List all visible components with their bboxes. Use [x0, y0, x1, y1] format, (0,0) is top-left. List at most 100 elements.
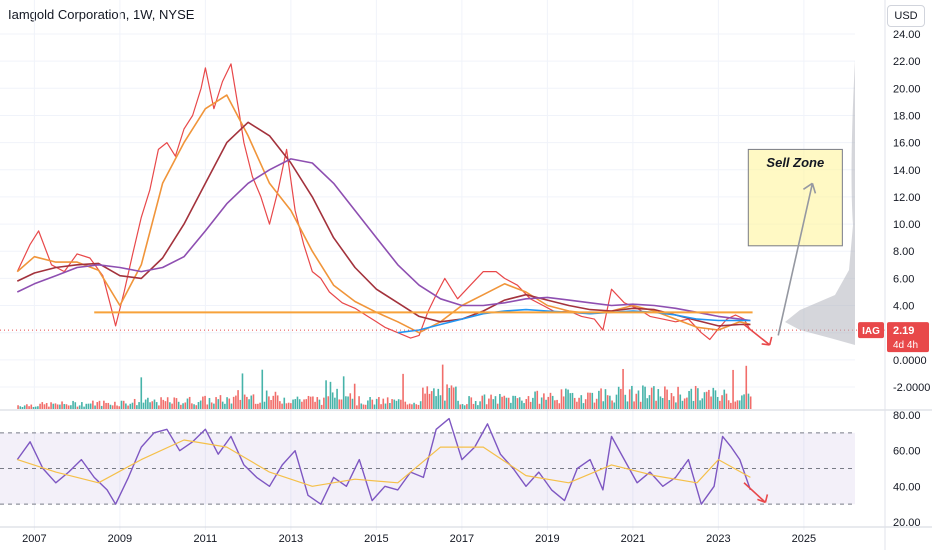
price-tick-label: 18.00: [893, 110, 921, 122]
volume-bar: [63, 404, 66, 409]
volume-bar: [261, 369, 264, 409]
price-tick-label: 10.00: [893, 219, 921, 231]
sell-zone-box: [747, 148, 843, 247]
current-price-badge: [887, 322, 929, 353]
volume-bar: [378, 397, 380, 409]
volume-bar: [584, 399, 587, 409]
price-series-line: [16, 158, 751, 322]
price-tick-label: 6.00: [893, 273, 914, 285]
volume-bar: [191, 403, 193, 409]
x-tick-label: 2013: [279, 533, 303, 545]
volume-bar: [679, 394, 682, 409]
volume-bar: [452, 387, 455, 409]
volume-bar: [518, 397, 521, 409]
price-tick-label: 16.00: [893, 138, 921, 150]
rsi-tick-label: 80.00: [893, 410, 921, 422]
price-tick-label: 12.00: [893, 192, 921, 204]
volume-bar: [89, 403, 92, 409]
volume-bar: [389, 402, 391, 409]
price-down-arrow: [743, 323, 773, 346]
volume-bar: [155, 402, 158, 409]
volume-bar: [510, 402, 512, 409]
rsi-bands: [0, 432, 855, 505]
volume-bar: [160, 397, 162, 409]
volume-bar: [505, 397, 508, 409]
volume-bar: [479, 401, 481, 409]
x-tick-label: 2009: [108, 533, 132, 545]
volume-bar: [259, 402, 261, 409]
volume-bar: [571, 392, 574, 409]
volume-bar: [560, 389, 563, 409]
volume-bar: [118, 406, 121, 409]
volume-bar: [107, 402, 110, 409]
volume-bar: [45, 403, 48, 409]
volume-bar: [270, 400, 272, 409]
volume-bar: [637, 390, 640, 409]
volume-bar: [529, 401, 532, 409]
price-tick-label: 20.00: [893, 83, 921, 95]
volume-bar: [136, 405, 138, 409]
volume-bar: [303, 399, 305, 409]
volume-bar: [540, 397, 543, 409]
volume-bar: [747, 393, 750, 409]
volume-bar: [391, 399, 393, 409]
volume-bar: [21, 406, 24, 409]
volume-bar: [615, 394, 618, 409]
volume-bar: [624, 394, 627, 409]
volume-histogram: [17, 364, 752, 409]
rsi-down-arrow: [743, 482, 769, 504]
volume-bar: [331, 392, 334, 409]
volume-bar: [545, 399, 547, 409]
volume-bar: [419, 401, 422, 409]
volume-bar: [138, 402, 140, 409]
volume-bar: [602, 401, 605, 409]
volume-bar: [664, 386, 666, 409]
volume-bar: [551, 395, 554, 409]
volume-bar: [323, 397, 325, 409]
volume-bar: [199, 400, 202, 409]
volume-bar: [400, 399, 402, 409]
volume-bar: [386, 397, 389, 409]
volume-bar: [100, 405, 103, 409]
volume-bar: [723, 389, 726, 409]
volume-bar: [712, 387, 715, 409]
x-tick-label: 2011: [194, 533, 218, 545]
volume-bar: [265, 390, 268, 409]
volume-bar: [688, 390, 690, 409]
volume-bar: [252, 394, 255, 409]
volume-bar: [424, 393, 426, 409]
volume-bar: [653, 386, 655, 409]
volume-bar: [727, 400, 730, 409]
volume-bar: [681, 400, 684, 409]
currency-button[interactable]: USD: [887, 5, 925, 27]
volume-bar: [527, 396, 530, 409]
volume-bar: [494, 396, 497, 409]
volume-bar: [243, 394, 246, 409]
volume-bar: [356, 405, 358, 409]
volume-bar: [690, 388, 693, 409]
volume-bar: [213, 403, 215, 409]
volume-bar: [699, 400, 701, 409]
volume-bar: [703, 392, 706, 409]
volume-bar: [736, 400, 739, 409]
volume-bar: [483, 394, 486, 409]
volume-bar: [206, 404, 209, 409]
x-tick-label: 2017: [450, 533, 474, 545]
volume-bar: [578, 397, 580, 409]
volume-bar: [224, 403, 226, 409]
volume-bar: [655, 400, 657, 409]
volume-bar: [329, 381, 332, 409]
volume-bar: [59, 404, 61, 409]
volume-bar: [151, 401, 154, 409]
volume-bar: [109, 404, 112, 409]
volume-bar: [477, 405, 479, 409]
volume-bar: [628, 389, 631, 409]
volume-bar: [593, 402, 596, 409]
volume-bar: [450, 385, 453, 409]
volume-bar: [188, 396, 191, 409]
volume-bar: [474, 401, 477, 409]
price-tick-label: 14.00: [893, 165, 921, 177]
volume-bar: [371, 399, 374, 409]
volume-bar: [743, 394, 745, 409]
